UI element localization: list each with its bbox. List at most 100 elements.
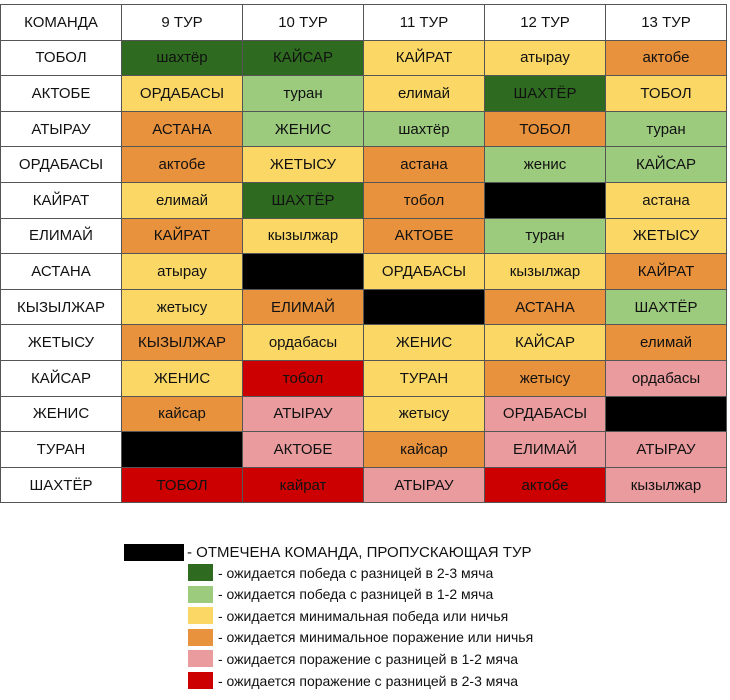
opponent-cell: ЖЕНИС (242, 110, 364, 148)
opponent-cell: ОРДАБАСЫ (363, 253, 485, 290)
opponent-cell: шахтёр (363, 110, 485, 148)
opponent-cell: КАЙРАТ (363, 39, 485, 77)
opponent-cell: АСТАНА (121, 110, 243, 148)
opponent-cell: шахтёр (121, 39, 243, 77)
bye-cell (363, 288, 485, 326)
header-row: КОМАНДА 9 ТУР 10 ТУР 11 ТУР 12 ТУР 13 ТУР (0, 4, 727, 41)
opponent-cell: туран (484, 217, 606, 255)
opponent-cell: ОРДАБАСЫ (121, 75, 243, 112)
opponent-cell: КАЙРАТ (121, 217, 243, 255)
legend-item: - ожидается поражение с разницей в 2-3 м… (188, 672, 518, 689)
opponent-cell: кайрат (242, 466, 364, 504)
opponent-cell: АТЫРАУ (363, 466, 485, 504)
opponent-cell: жетысу (363, 395, 485, 433)
header-round-3: 11 ТУР (363, 4, 485, 41)
table-row: ТУРАН АКТОБЕ кайсар ЕЛИМАЙ АТЫРАУ (0, 431, 727, 468)
legend-swatch (188, 607, 213, 625)
header-team: КОМАНДА (0, 4, 122, 41)
opponent-cell: актобе (484, 466, 606, 504)
opponent-cell: атырау (121, 253, 243, 290)
opponent-cell: ШАХТЁР (605, 288, 727, 326)
opponent-cell: ТОБОЛ (605, 75, 727, 112)
opponent-cell: АТЫРАУ (242, 395, 364, 433)
opponent-cell: актобе (605, 39, 727, 77)
table-row: АТЫРАУ АСТАНА ЖЕНИС шахтёр ТОБОЛ туран (0, 110, 727, 148)
opponent-cell: КАЙРАТ (605, 253, 727, 290)
opponent-cell: АКТОБЕ (242, 431, 364, 468)
opponent-cell: ТОБОЛ (121, 466, 243, 504)
opponent-cell: ЕЛИМАЙ (484, 431, 606, 468)
legend-label: - ожидается победа с разницей в 2-3 мяча (218, 564, 494, 581)
bye-cell (242, 253, 364, 290)
schedule-table: КОМАНДА 9 ТУР 10 ТУР 11 ТУР 12 ТУР 13 ТУР ТОБ… (0, 4, 727, 504)
team-name: ТУРАН (0, 431, 122, 468)
table-row: ОРДАБАСЫ актобе ЖЕТЫСУ астана женис КАЙСАР (0, 146, 727, 183)
legend-swatch (188, 672, 213, 689)
team-name: КАЙРАТ (0, 181, 122, 219)
header-round-1: 9 ТУР (121, 4, 243, 41)
opponent-cell: КЫЗЫЛЖАР (121, 324, 243, 361)
legend-item: - ожидается минимальная победа или ничья (188, 607, 509, 625)
table-row: ШАХТЁР ТОБОЛ кайрат АТЫРАУ актобе кызылжар (0, 466, 727, 504)
team-name: АТЫРАУ (0, 110, 122, 148)
opponent-cell: ЖЕТЫСУ (605, 217, 727, 255)
opponent-cell: КАЙСАР (605, 146, 727, 183)
legend-label: - ожидается победа с разницей в 1-2 мяча (218, 586, 494, 603)
table-row: ЖЕНИС кайсар АТЫРАУ жетысу ОРДАБАСЫ (0, 395, 727, 433)
opponent-cell: астана (363, 146, 485, 183)
header-round-4: 12 ТУР (484, 4, 606, 41)
team-name: КАЙСАР (0, 359, 122, 397)
opponent-cell: ТУРАН (363, 359, 485, 397)
legend-item: - ожидается победа с разницей в 2-3 мяча (188, 564, 493, 581)
table-row: ЖЕТЫСУ КЫЗЫЛЖАР ордабасы ЖЕНИС КАЙСАР елимай (0, 324, 727, 361)
opponent-cell: ТОБОЛ (484, 110, 606, 148)
team-name: КЫЗЫЛЖАР (0, 288, 122, 326)
opponent-cell: кызылжар (242, 217, 364, 255)
team-name: ОРДАБАСЫ (0, 146, 122, 183)
opponent-cell: ЕЛИМАЙ (242, 288, 364, 326)
legend-swatch (188, 628, 213, 646)
table-row: КЫЗЫЛЖАР жетысу ЕЛИМАЙ АСТАНА ШАХТЁР (0, 288, 727, 326)
opponent-cell: женис (484, 146, 606, 183)
opponent-cell: ШАХТЁР (242, 181, 364, 219)
opponent-cell: атырау (484, 39, 606, 77)
team-name: АСТАНА (0, 253, 122, 290)
table-row: КАЙСАР ЖЕНИС тобол ТУРАН жетысу ордабасы (0, 359, 727, 397)
opponent-cell: тобол (242, 359, 364, 397)
opponent-cell: КАЙСАР (484, 324, 606, 361)
legend: - ОТМЕЧЕНА КОМАНДА, ПРОПУСКАЮЩАЯ ТУР - ож… (0, 540, 730, 700)
legend-swatch (188, 564, 213, 581)
legend-swatch (188, 585, 213, 603)
opponent-cell: КАЙСАР (242, 39, 364, 77)
opponent-cell: жетысу (121, 288, 243, 326)
opponent-cell: АСТАНА (484, 288, 606, 326)
legend-label: - ОТМЕЧЕНА КОМАНДА, ПРОПУСКАЮЩАЯ ТУР (187, 544, 532, 561)
team-name: ЖЕТЫСУ (0, 324, 122, 361)
legend-item: - ожидается поражение с разницей в 1-2 м… (188, 650, 519, 668)
bye-cell (121, 431, 243, 468)
legend-item: - ожидается минимальное поражение или ни… (188, 628, 534, 646)
legend-label: - ожидается поражение с разницей в 2-3 м… (218, 672, 519, 689)
legend-label: - ожидается минимальное поражение или ни… (218, 629, 534, 646)
table-row: АСТАНА атырау ОРДАБАСЫ кызылжар КАЙРАТ (0, 253, 727, 290)
opponent-cell: АКТОБЕ (363, 217, 485, 255)
table-row: ЕЛИМАЙ КАЙРАТ кызылжар АКТОБЕ туран ЖЕТЫСУ (0, 217, 727, 255)
opponent-cell: АТЫРАУ (605, 431, 727, 468)
opponent-cell: туран (242, 75, 364, 112)
team-name: АКТОБЕ (0, 75, 122, 112)
opponent-cell: елимай (121, 181, 243, 219)
opponent-cell: ордабасы (605, 359, 727, 397)
legend-label: - ожидается поражение с разницей в 1-2 м… (218, 650, 519, 667)
opponent-cell: елимай (363, 75, 485, 112)
opponent-cell: тобол (363, 181, 485, 219)
bye-cell (605, 395, 727, 433)
legend-item: - ОТМЕЧЕНА КОМАНДА, ПРОПУСКАЮЩАЯ ТУР (124, 544, 532, 561)
team-name: ТОБОЛ (0, 39, 122, 77)
opponent-cell: ЖЕТЫСУ (242, 146, 364, 183)
legend-label: - ожидается минимальная победа или ничья (218, 607, 509, 624)
opponent-cell: ОРДАБАСЫ (484, 395, 606, 433)
opponent-cell: елимай (605, 324, 727, 361)
bye-cell (484, 181, 606, 219)
legend-item: - ожидается победа с разницей в 1-2 мяча (188, 585, 494, 603)
header-round-5: 13 ТУР (605, 4, 727, 41)
